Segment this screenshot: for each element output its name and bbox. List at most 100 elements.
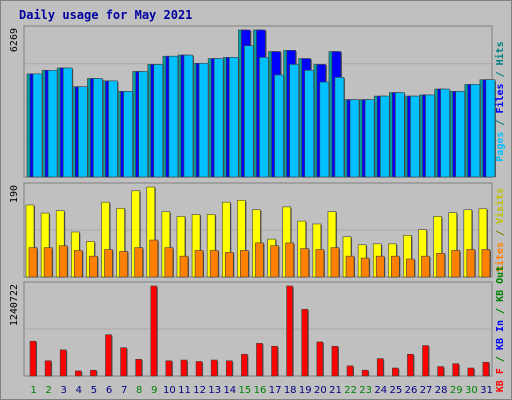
bar-sites-31 [481,249,491,278]
x-tick-label-10: 10 [163,385,176,396]
x-tick-label-4: 4 [76,385,82,396]
bar-kb-f-29 [452,363,460,377]
x-tick-label-30: 30 [465,385,478,396]
bar-sites-13 [209,250,219,278]
x-tick-label-31: 31 [480,385,493,396]
x-tick-label-21: 21 [329,385,342,396]
bar-kb-f-27 [422,345,429,377]
bar-pages-5 [93,78,103,178]
bar-kb-f-17 [271,345,278,377]
bar-pages-17 [274,74,284,178]
bar-pages-6 [108,80,118,178]
axis-label-part: KB F [495,368,506,392]
bar-pages-7 [123,91,133,178]
axis-label-part: / [495,302,506,320]
bar-kb-f-21 [331,345,339,377]
bar-sites-22 [345,255,355,278]
bar-kb-f-4 [74,370,82,377]
bar-sites-18 [285,242,294,278]
bar-kb-f-23 [361,369,369,377]
x-tick-label-24: 24 [374,385,387,396]
bar-sites-23 [360,257,370,278]
x-tick-label-22: 22 [344,385,357,396]
x-tick-label-3: 3 [61,385,67,396]
bar-pages-23 [364,99,375,178]
bar-kb-f-30 [467,367,475,377]
bar-sites-4 [73,250,83,278]
x-tick-label-14: 14 [223,385,236,396]
axis-label-kbytes: KB F / KB In / KB Out [495,266,506,392]
bar-sites-11 [179,255,189,278]
bar-sites-30 [466,249,476,278]
bar-pages-8 [138,71,148,178]
bar-sites-25 [391,255,400,278]
axis-label-visits_sites: Sites / Visits [494,188,506,272]
bar-pages-24 [379,95,390,178]
x-tick-label-20: 20 [314,385,327,396]
axis-label-part: Sites [494,242,506,272]
bar-sites-24 [375,255,385,278]
bar-sites-17 [270,245,279,278]
bar-kb-f-8 [135,359,142,377]
x-tick-label-19: 19 [299,385,312,396]
bar-sites-29 [451,250,461,278]
bar-pages-9 [153,64,164,178]
bar-pages-4 [77,86,88,178]
x-tick-label-11: 11 [178,385,191,396]
bar-pages-28 [440,88,450,178]
axis-label-part: / [495,65,506,83]
x-tick-label-16: 16 [254,385,267,396]
x-tick-label-27: 27 [420,385,433,396]
bar-sites-6 [104,249,113,278]
x-tick-label-12: 12 [193,385,206,396]
bar-kb-f-16 [256,343,263,377]
axis-label-part: Files [494,83,506,113]
axis-label-part: Visits [494,188,506,224]
bar-sites-7 [119,251,128,278]
bar-sites-15 [240,250,249,278]
bar-pages-20 [319,81,330,178]
bar-sites-5 [89,255,98,278]
bar-sites-14 [224,252,234,278]
bar-pages-11 [183,54,194,178]
bar-kb-f-31 [482,361,490,377]
bar-kb-f-10 [165,360,173,377]
bar-pages-21 [334,77,345,178]
bar-kb-f-1 [29,340,37,377]
y-max-label: 6269 [9,28,20,52]
x-tick-label-6: 6 [106,385,112,396]
bar-sites-8 [134,247,143,278]
bar-kb-f-13 [210,359,218,377]
bar-sites-16 [255,242,264,278]
axis-label-part: KB In [495,320,506,350]
bar-pages-1 [32,73,43,178]
bar-pages-18 [289,64,299,178]
x-tick-label-8: 8 [136,385,142,396]
x-tick-label-18: 18 [284,385,297,396]
x-tick-label-1: 1 [30,385,36,396]
bar-kb-f-24 [376,358,384,377]
bar-sites-27 [421,255,430,278]
axis-label-part: / [495,350,506,368]
bar-kb-f-19 [301,308,309,377]
bar-kb-f-22 [346,365,354,377]
bar-sites-1 [28,247,38,278]
bar-pages-3 [62,67,73,178]
chart-title: Daily usage for May 2021 [19,8,193,22]
axis-label-part: Pages [495,132,506,162]
bar-sites-9 [149,239,159,278]
axis-label-part: Hits [494,41,506,65]
bar-pages-16 [259,57,269,178]
bar-kb-f-25 [392,367,399,377]
bar-pages-25 [395,92,405,178]
bar-sites-26 [406,258,415,278]
bar-pages-19 [304,70,315,178]
bar-pages-31 [485,79,496,178]
bar-kb-f-7 [120,347,127,377]
bar-kb-f-26 [407,353,414,377]
x-tick-label-23: 23 [359,385,372,396]
axis-label-hits_files_pages: Pages / Files / Hits [494,41,506,161]
bar-kb-f-28 [437,366,444,377]
bar-pages-15 [244,45,254,178]
